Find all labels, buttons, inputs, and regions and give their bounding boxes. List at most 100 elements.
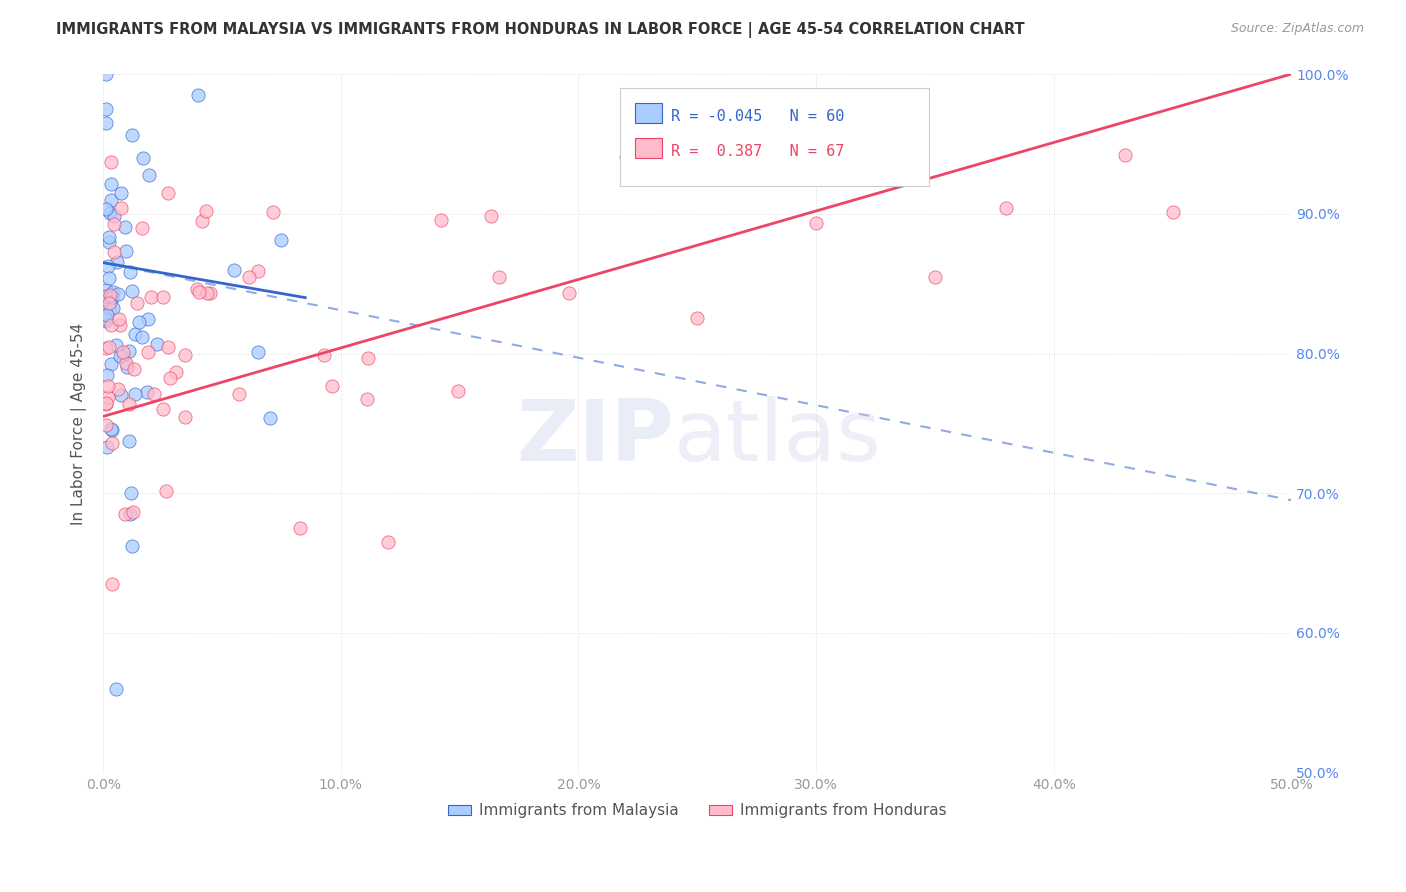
Point xyxy=(139,290,162,304)
Point xyxy=(105,681,128,696)
Point xyxy=(100,422,122,436)
Point xyxy=(118,344,141,359)
Point xyxy=(100,318,122,332)
Text: atlas: atlas xyxy=(673,396,882,479)
Point xyxy=(100,155,122,169)
Point xyxy=(114,219,136,234)
Point xyxy=(447,384,470,398)
Point xyxy=(558,285,581,300)
Point xyxy=(121,539,143,553)
Point xyxy=(98,288,121,302)
Point xyxy=(430,212,453,227)
Point xyxy=(228,387,250,401)
Point xyxy=(262,205,284,219)
Point xyxy=(107,383,129,397)
Point xyxy=(115,359,138,374)
Point xyxy=(136,344,159,359)
Point xyxy=(94,289,117,303)
Point xyxy=(110,388,132,402)
Point xyxy=(195,285,218,300)
Point xyxy=(238,269,260,284)
Point xyxy=(321,379,343,393)
Point xyxy=(924,269,946,284)
Point xyxy=(152,290,174,304)
Point xyxy=(186,282,208,296)
Point xyxy=(98,301,121,315)
Point xyxy=(121,284,143,298)
Point xyxy=(100,193,122,207)
Point xyxy=(146,336,169,351)
FancyBboxPatch shape xyxy=(620,88,929,186)
Bar xyxy=(636,138,662,158)
Point xyxy=(100,293,122,308)
Point xyxy=(357,351,380,366)
Point xyxy=(94,283,117,297)
Point xyxy=(118,265,141,279)
Point xyxy=(97,390,120,404)
Point xyxy=(97,260,120,274)
Point xyxy=(1161,204,1184,219)
Point xyxy=(131,330,153,344)
Point xyxy=(97,270,120,285)
Point xyxy=(377,535,399,549)
Point xyxy=(94,67,117,81)
Point xyxy=(124,387,146,401)
Point xyxy=(191,213,214,227)
Point xyxy=(156,186,179,200)
Point xyxy=(157,340,180,354)
Point xyxy=(94,417,117,432)
Point xyxy=(136,312,159,326)
Point xyxy=(614,150,637,164)
Text: ZIP: ZIP xyxy=(516,396,673,479)
Point xyxy=(105,255,128,269)
Point xyxy=(995,201,1018,215)
Point xyxy=(96,308,118,322)
Point xyxy=(108,318,131,333)
Point xyxy=(97,341,120,355)
Point xyxy=(188,285,211,299)
Point xyxy=(174,410,197,425)
Point xyxy=(1114,148,1136,162)
Text: R = -0.045   N = 60: R = -0.045 N = 60 xyxy=(671,109,845,124)
Point xyxy=(174,347,197,361)
Point xyxy=(118,507,141,521)
Point xyxy=(97,230,120,244)
Text: IMMIGRANTS FROM MALAYSIA VS IMMIGRANTS FROM HONDURAS IN LABOR FORCE | AGE 45-54 : IMMIGRANTS FROM MALAYSIA VS IMMIGRANTS F… xyxy=(56,22,1025,38)
Point xyxy=(110,201,132,215)
Point xyxy=(488,270,510,285)
Point xyxy=(94,341,117,355)
Point xyxy=(97,235,120,249)
Point xyxy=(222,262,245,277)
Point xyxy=(94,397,117,411)
Point xyxy=(127,296,149,310)
Point xyxy=(97,379,120,393)
Point xyxy=(131,221,153,235)
Point xyxy=(103,209,125,223)
Point xyxy=(94,202,117,216)
Point xyxy=(686,311,709,326)
Point xyxy=(132,151,155,165)
Point xyxy=(96,368,118,382)
Point xyxy=(114,507,136,521)
Point xyxy=(143,387,166,401)
Point xyxy=(356,392,378,406)
Y-axis label: In Labor Force | Age 45-54: In Labor Force | Age 45-54 xyxy=(72,322,87,524)
Point xyxy=(108,311,131,326)
Point xyxy=(152,402,174,417)
Point xyxy=(312,348,335,362)
Point xyxy=(165,365,187,379)
Point xyxy=(128,315,150,329)
Point xyxy=(121,128,143,143)
Point xyxy=(98,206,121,220)
Point xyxy=(195,204,218,219)
Text: R =  0.387   N = 67: R = 0.387 N = 67 xyxy=(671,144,845,159)
Point xyxy=(108,349,131,363)
Point xyxy=(120,486,142,500)
Point xyxy=(122,505,145,519)
Point xyxy=(104,338,127,352)
Point xyxy=(94,395,117,409)
Point xyxy=(246,345,269,359)
Legend: Immigrants from Malaysia, Immigrants from Honduras: Immigrants from Malaysia, Immigrants fro… xyxy=(441,797,952,824)
Point xyxy=(96,102,118,116)
Point xyxy=(138,168,160,182)
